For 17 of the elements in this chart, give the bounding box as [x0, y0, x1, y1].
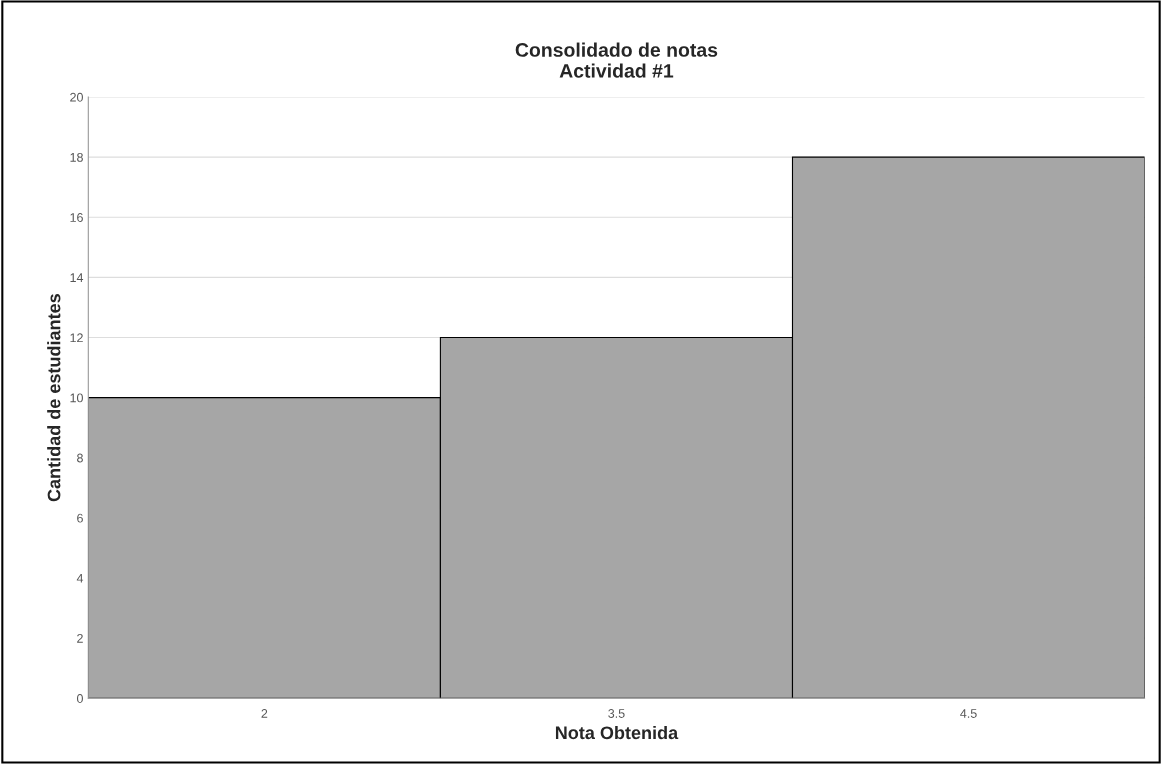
- x-tick-label: 4.5: [960, 709, 977, 718]
- y-tick-label: 2: [77, 633, 83, 643]
- y-tick-label: 0: [76, 694, 83, 703]
- x-tick-label: 3.5: [608, 709, 625, 718]
- y-tick-label: 10: [70, 393, 83, 403]
- y-tick-label: 18: [70, 152, 83, 162]
- x-axis-title: Nota Obtenida: [555, 725, 679, 740]
- y-axis-title: Cantidad de estudiantes: [47, 294, 61, 502]
- y-tick-label: 12: [70, 333, 83, 343]
- y-tick-label: 14: [70, 273, 84, 282]
- y-tick-label: 8: [77, 453, 83, 463]
- y-tick-label: 6: [77, 513, 83, 523]
- y-tick-label: 4: [76, 573, 84, 583]
- y-tick-label: 20: [70, 92, 83, 102]
- x-tick-label: 2: [261, 709, 268, 718]
- chart-title: Consolidado de notas Actividad #1: [515, 42, 718, 78]
- y-tick-label: 16: [70, 213, 83, 222]
